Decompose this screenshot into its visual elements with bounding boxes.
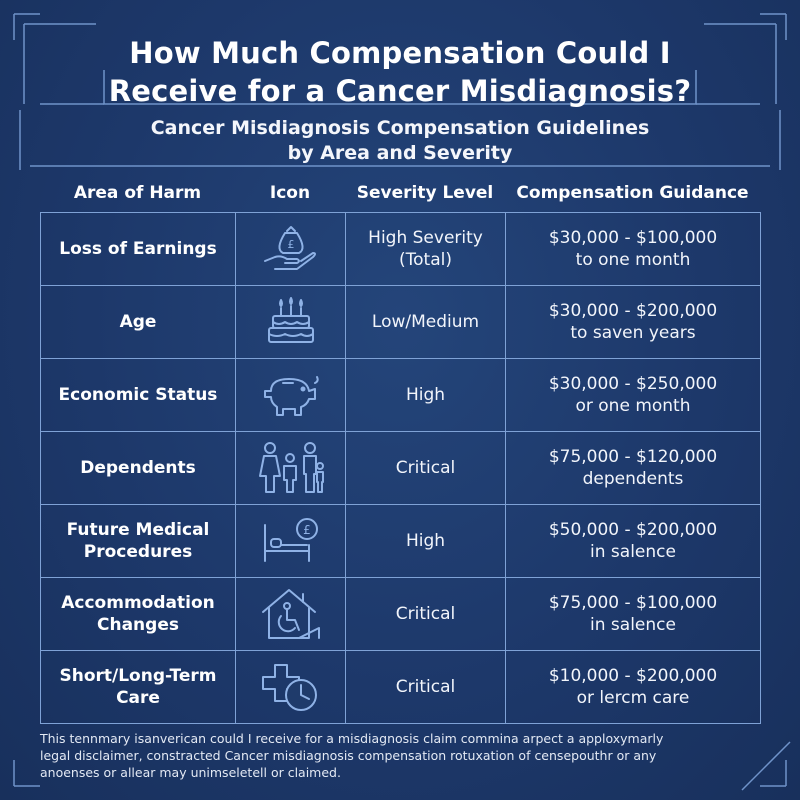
area-cell: Loss of Earnings [40, 212, 236, 286]
severity-text: High [405, 385, 446, 405]
birthday-cake-icon [267, 297, 314, 343]
accessible-home-icon [261, 589, 320, 639]
compensation-note: to one month [575, 250, 691, 270]
subtitle-line-2: by Area and Severity [287, 142, 513, 164]
subtitle-line-1: Cancer Misdiagnosis Compensation Guideli… [150, 117, 650, 139]
area-text: Procedures [83, 542, 193, 562]
icon-cell [235, 577, 346, 651]
page-title: How Much Compensation Could I Receive fo… [0, 34, 800, 110]
hospital-bed-icon: £ [263, 518, 318, 562]
compensation-cell: $10,000 - $200,000 or lercm care [505, 650, 761, 724]
severity-text: Low/Medium [371, 312, 480, 332]
hand-money-bag-icon: £ [263, 226, 316, 270]
compensation-note: in salence [590, 542, 676, 562]
area-text: Age [119, 312, 157, 332]
severity-text: (Total) [399, 250, 452, 270]
table-row: Dependents Critical $75,000 - $120,000 d… [40, 431, 761, 505]
area-cell: Dependents [40, 431, 236, 505]
header-area-of-harm: Area of Harm [73, 183, 202, 203]
severity-text: Critical [395, 458, 456, 478]
severity-cell: High Severity (Total) [345, 212, 506, 286]
compensation-note: or one month [575, 396, 691, 416]
page-subtitle: Cancer Misdiagnosis Compensation Guideli… [0, 116, 800, 166]
area-text: Changes [97, 615, 179, 635]
title-line-2: Receive for a Cancer Misdiagnosis? [108, 74, 692, 108]
disclaimer-line: This tennmary isanverican could I receiv… [40, 731, 664, 746]
severity-text: High [405, 531, 446, 551]
area-cell: Short/Long-Term Care [40, 650, 236, 724]
svg-text:£: £ [287, 238, 294, 251]
table-row: Economic Status High $30,000 - $250,000 … [40, 358, 761, 432]
area-cell: Future Medical Procedures [40, 504, 236, 578]
area-cell: Accommodation Changes [40, 577, 236, 651]
icon-cell [235, 285, 346, 359]
severity-text: Critical [395, 604, 456, 624]
piggy-bank-icon [263, 376, 319, 416]
compensation-range: $75,000 - $100,000 [548, 593, 718, 613]
table-row: Future Medical Procedures £ High $50,000… [40, 504, 761, 578]
table-row: Age Low/Medium $30,000 - $200,000 to sav… [40, 285, 761, 359]
compensation-cell: $30,000 - $250,000 or one month [505, 358, 761, 432]
area-cell: Economic Status [40, 358, 236, 432]
area-text: Accommodation [61, 593, 215, 613]
table-row: Loss of Earnings £ High Severity (Total)… [40, 212, 761, 286]
area-text: Care [116, 688, 160, 708]
legal-disclaimer: This tennmary isanverican could I receiv… [40, 730, 760, 781]
header-severity-level: Severity Level [356, 183, 494, 203]
severity-cell: Critical [345, 650, 506, 724]
title-line-1: How Much Compensation Could I [129, 36, 671, 70]
svg-text:£: £ [303, 523, 311, 537]
compensation-range: $75,000 - $120,000 [548, 447, 718, 467]
compensation-cell: $30,000 - $200,000 to saven years [505, 285, 761, 359]
severity-text: Critical [395, 677, 456, 697]
header-icon: Icon [269, 183, 311, 203]
disclaimer-line: anoenses or allear may unimseletell or c… [40, 765, 341, 780]
medical-cross-clock-icon [261, 664, 317, 711]
compensation-range: $10,000 - $200,000 [548, 666, 718, 686]
severity-cell: Low/Medium [345, 285, 506, 359]
table-row: Short/Long-Term Care Critical $10,000 - … [40, 650, 761, 724]
compensation-range: $30,000 - $250,000 [548, 374, 718, 394]
compensation-note: in salence [590, 615, 676, 635]
compensation-note: or lercm care [576, 688, 690, 708]
compensation-note: dependents [582, 469, 684, 489]
severity-cell: High [345, 358, 506, 432]
area-text: Economic Status [58, 385, 218, 405]
compensation-cell: $50,000 - $200,000 in salence [505, 504, 761, 578]
severity-text: High Severity [368, 228, 483, 248]
compensation-range: $30,000 - $100,000 [548, 228, 718, 248]
compensation-note: to saven years [570, 323, 696, 343]
area-text: Short/Long-Term [59, 666, 217, 686]
severity-cell: High [345, 504, 506, 578]
header-compensation-guidance: Compensation Guidance [516, 183, 749, 203]
table-row: Accommodation Changes Critical $75,000 -… [40, 577, 761, 651]
compensation-cell: $30,000 - $100,000 to one month [505, 212, 761, 286]
severity-cell: Critical [345, 577, 506, 651]
compensation-range: $30,000 - $200,000 [548, 301, 718, 321]
area-text: Loss of Earnings [59, 239, 217, 259]
icon-cell [235, 358, 346, 432]
icon-cell: £ [235, 212, 346, 286]
severity-cell: Critical [345, 431, 506, 505]
compensation-cell: $75,000 - $100,000 in salence [505, 577, 761, 651]
area-text: Dependents [80, 458, 196, 478]
compensation-cell: $75,000 - $120,000 dependents [505, 431, 761, 505]
area-text: Future Medical [66, 520, 210, 540]
compensation-table: Loss of Earnings £ High Severity (Total)… [40, 212, 761, 724]
icon-cell [235, 431, 346, 505]
compensation-range: $50,000 - $200,000 [548, 520, 718, 540]
family-icon [258, 442, 324, 493]
icon-cell: £ [235, 504, 346, 578]
area-cell: Age [40, 285, 236, 359]
icon-cell [235, 650, 346, 724]
disclaimer-line: legal disclaimer, constracted Cancer mis… [40, 748, 657, 763]
